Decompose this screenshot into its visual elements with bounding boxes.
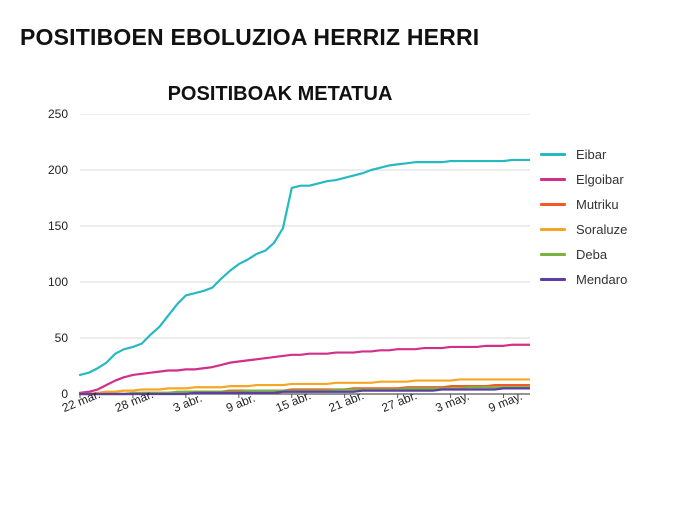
legend-swatch	[540, 228, 566, 231]
y-tick-label: 150	[20, 219, 68, 233]
legend-swatch	[540, 278, 566, 281]
legend-label: Elgoibar	[576, 172, 624, 187]
legend-item: Mendaro	[540, 272, 627, 287]
legend-swatch	[540, 203, 566, 206]
legend-item: Elgoibar	[540, 172, 627, 187]
y-tick-label: 200	[20, 163, 68, 177]
legend: Eibar Elgoibar Mutriku Soraluze Deba Mendaro	[540, 147, 627, 287]
legend-item: Mutriku	[540, 197, 627, 212]
legend-label: Soraluze	[576, 222, 627, 237]
legend-swatch	[540, 153, 566, 156]
chart-title: POSITIBOAK METATUA	[20, 83, 540, 106]
legend-label: Eibar	[576, 147, 606, 162]
legend-label: Mutriku	[576, 197, 619, 212]
legend-item: Deba	[540, 247, 627, 262]
plot-area: 22 mar.28 mar.3 abr.9 abr.15 abr.21 abr.…	[20, 114, 530, 444]
y-tick-label: 100	[20, 275, 68, 289]
legend-item: Eibar	[540, 147, 627, 162]
legend-swatch	[540, 178, 566, 181]
legend-label: Mendaro	[576, 272, 627, 287]
y-tick-label: 50	[20, 331, 68, 345]
legend-item: Soraluze	[540, 222, 627, 237]
legend-label: Deba	[576, 247, 607, 262]
chart-container: POSITIBOAK METATUA 22 mar.28 mar.3 abr.9…	[20, 51, 690, 444]
y-tick-label: 0	[20, 387, 68, 401]
y-tick-label: 250	[20, 107, 68, 121]
legend-swatch	[540, 253, 566, 256]
page-title: POSITIBOEN EBOLUZIOA HERRIZ HERRI	[20, 24, 690, 51]
x-axis-labels: 22 mar.28 mar.3 abr.9 abr.15 abr.21 abr.…	[20, 398, 530, 444]
page: POSITIBOEN EBOLUZIOA HERRIZ HERRI POSITI…	[0, 0, 700, 529]
plot-column: POSITIBOAK METATUA 22 mar.28 mar.3 abr.9…	[20, 51, 540, 444]
series-line	[80, 160, 530, 375]
line-chart-svg	[20, 114, 530, 398]
